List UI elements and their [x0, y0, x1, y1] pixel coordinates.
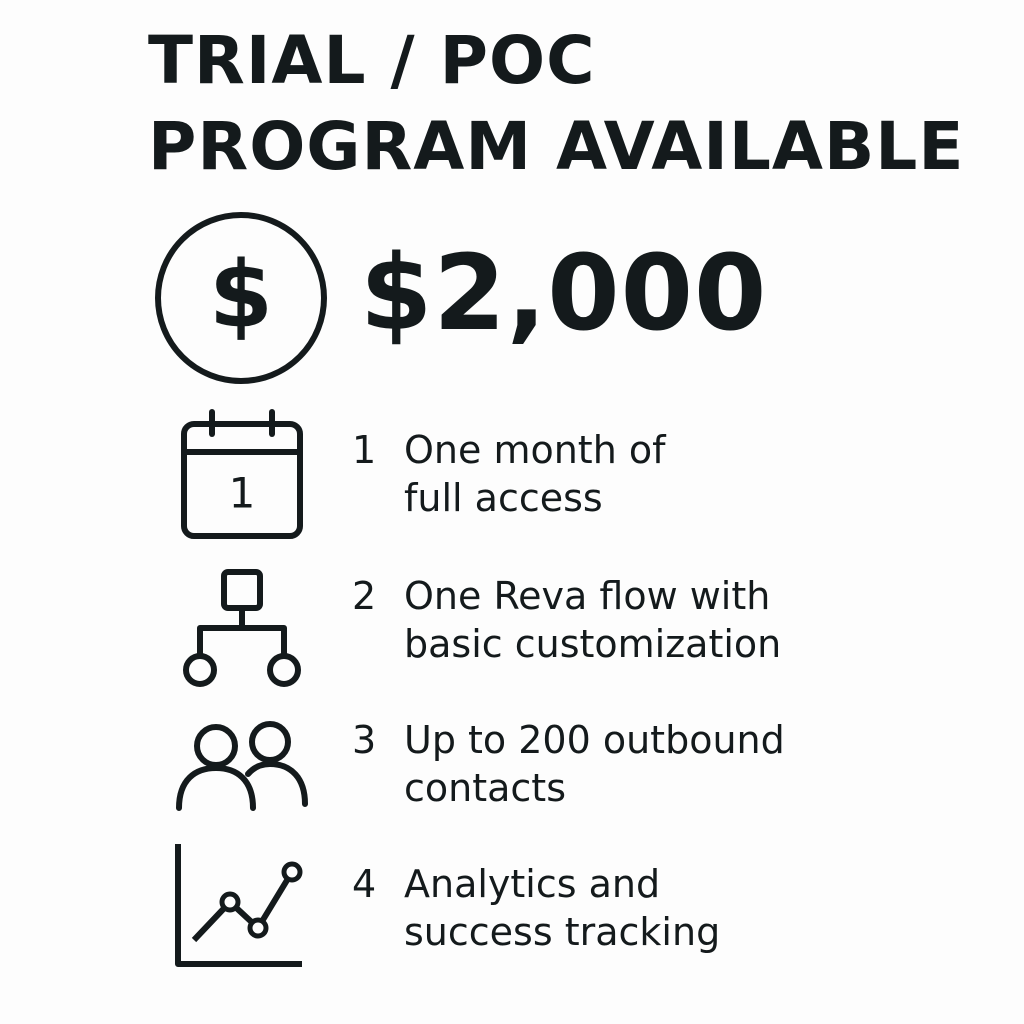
line-chart-icon — [175, 844, 303, 967]
feature-number-4: 4 — [352, 862, 377, 906]
feature-text-1: One month of full access — [404, 426, 666, 522]
feature-text-3: Up to 200 outbound contacts — [404, 716, 785, 812]
title-line-1: TRIAL / POC — [148, 22, 596, 99]
dollar-circle-icon: $ — [155, 212, 327, 384]
feature-4-line-1: Analytics and — [404, 862, 661, 906]
calendar-icon: 1 — [181, 409, 303, 539]
calendar-day-number: 1 — [229, 469, 256, 518]
feature-4-line-2: success tracking — [404, 910, 721, 954]
price-amount: $2,000 — [360, 232, 768, 354]
dollar-symbol: $ — [209, 241, 273, 348]
users-icon — [176, 721, 308, 811]
feature-number-2: 2 — [352, 574, 377, 618]
feature-number-1: 1 — [352, 428, 377, 472]
feature-2-line-2: basic customization — [404, 622, 782, 666]
feature-3-line-1: Up to 200 outbound — [404, 718, 785, 762]
feature-text-2: One Reva flow with basic customization — [404, 572, 781, 668]
feature-1-line-1: One month of — [404, 428, 666, 472]
flowchart-icon — [183, 569, 301, 687]
page-title: TRIAL / POC PROGRAM AVAILABLE — [148, 18, 964, 190]
feature-text-4: Analytics and success tracking — [404, 860, 720, 956]
feature-1-line-2: full access — [404, 476, 603, 520]
title-line-2: PROGRAM AVAILABLE — [148, 108, 965, 185]
feature-2-line-1: One Reva flow with — [404, 574, 771, 618]
feature-3-line-2: contacts — [404, 766, 567, 810]
feature-number-3: 3 — [352, 718, 377, 762]
